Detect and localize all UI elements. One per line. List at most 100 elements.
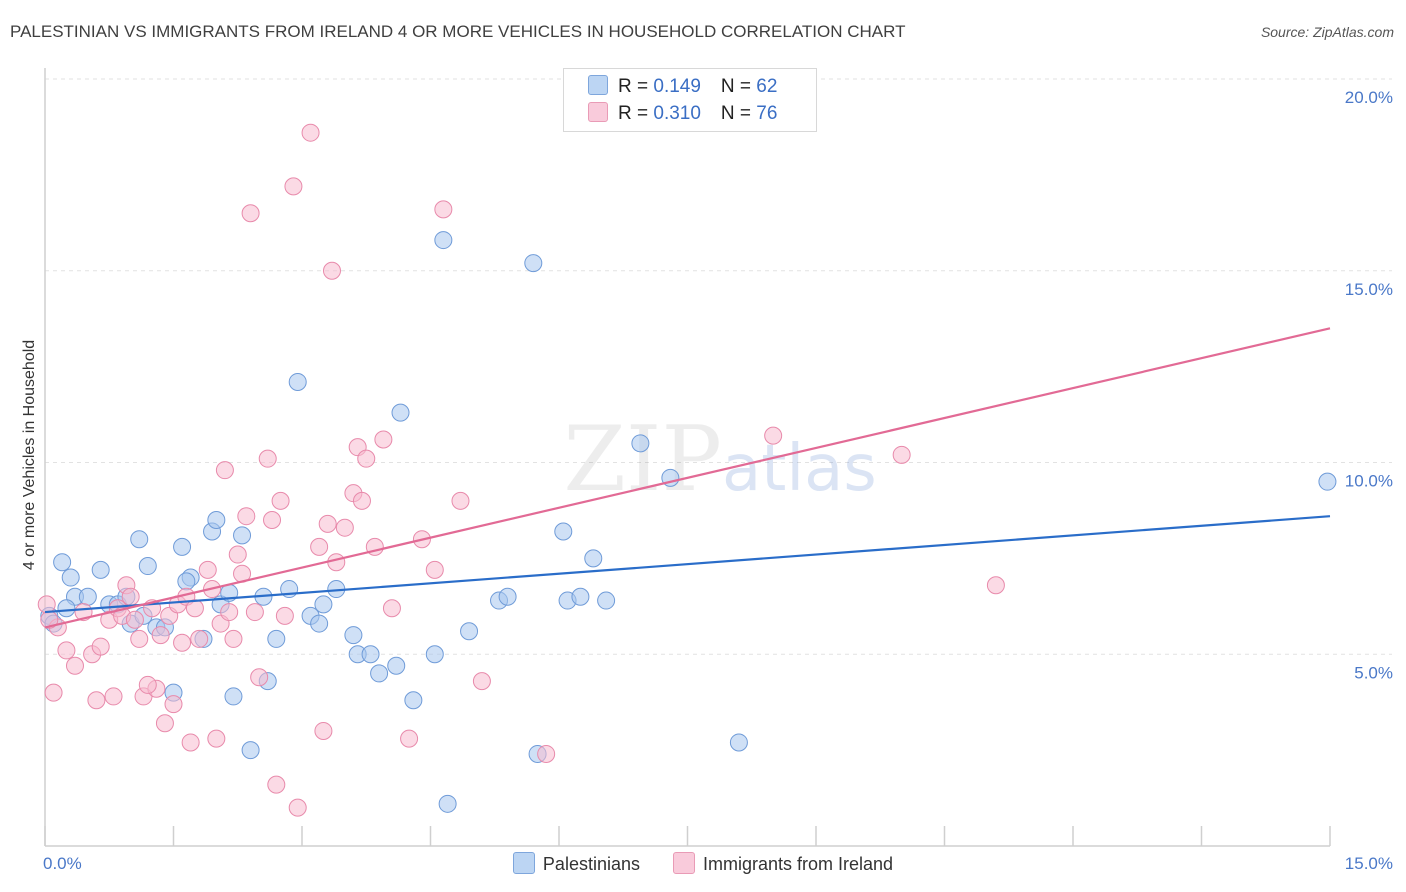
palestinians-point — [241, 741, 260, 760]
n-label: N = — [720, 76, 757, 97]
ireland-point — [288, 798, 307, 817]
ireland-point — [164, 695, 183, 714]
chart-title: PALESTINIAN VS IMMIGRANTS FROM IRELAND 4… — [10, 22, 906, 41]
r-value: 0.149 — [653, 76, 701, 97]
legend-item-palestinians[interactable]: Palestinians — [512, 852, 640, 875]
stats-legend-row-ireland: R = 0.310 N = 76 — [588, 102, 777, 128]
palestinians-point — [314, 595, 333, 614]
ireland-legend-swatch — [673, 852, 695, 874]
points-layer — [37, 123, 1337, 817]
palestinians-point — [404, 691, 423, 710]
ireland-point — [224, 629, 243, 648]
ireland-point — [986, 576, 1005, 595]
ireland-point — [245, 603, 264, 622]
ireland-point — [91, 637, 110, 656]
ireland-point — [237, 507, 256, 526]
ireland-point — [151, 626, 170, 645]
ireland-point — [327, 553, 346, 572]
ireland-point — [173, 633, 192, 652]
ireland-point — [198, 560, 217, 579]
legend-item-ireland[interactable]: Immigrants from Ireland — [673, 852, 893, 875]
y-tick-labels: 5.0% 10.0% 15.0% 20.0% — [1345, 88, 1393, 682]
ireland-point — [267, 775, 286, 794]
palestinians-point — [597, 591, 616, 610]
palestinians-point — [370, 664, 389, 683]
palestinians-point — [391, 403, 410, 422]
r-label: R = — [618, 76, 654, 97]
ireland-point — [451, 491, 470, 510]
ireland-point — [215, 461, 234, 480]
ireland-point — [87, 691, 106, 710]
ireland-point — [220, 603, 239, 622]
palestinians-point — [344, 626, 363, 645]
palestinians-point — [729, 733, 748, 752]
ireland-point — [400, 729, 419, 748]
palestinians-point — [571, 587, 590, 606]
n-label: N = — [720, 103, 757, 124]
ireland-point — [374, 430, 393, 449]
r-value: 0.310 — [653, 103, 701, 124]
palestinians-point — [130, 530, 149, 549]
ireland-trend-line — [44, 327, 1331, 629]
ireland-point — [155, 714, 174, 733]
y-axis-title: 4 or more Vehicles in Household — [21, 340, 38, 570]
ireland-point — [250, 668, 269, 687]
ireland-point — [125, 610, 144, 629]
ireland-point — [434, 200, 453, 219]
palestinians-point — [288, 372, 307, 391]
legend-label: Palestinians — [542, 854, 640, 874]
n-value: 76 — [756, 103, 778, 124]
source-label: Source: ZipAtlas.com — [1260, 24, 1394, 40]
ireland-point — [65, 656, 84, 675]
ireland-point — [472, 672, 491, 691]
ireland-point — [382, 599, 401, 618]
palestinians-point — [1318, 472, 1337, 491]
palestinians-point — [138, 557, 157, 576]
ireland-point — [314, 721, 333, 740]
palestinians-point — [78, 587, 97, 606]
ireland-point — [284, 177, 303, 196]
ireland-point — [241, 204, 260, 223]
stats-legend-row-palestinians: R = 0.149 N = 62 — [588, 75, 777, 101]
r-label: R = — [618, 103, 654, 124]
palestinians-point — [61, 568, 80, 587]
ireland-point — [335, 518, 354, 537]
ireland-point — [322, 261, 341, 280]
palestinians-point — [177, 572, 196, 591]
ireland-point — [425, 560, 444, 579]
x-tick-label-min: 0.0% — [43, 854, 82, 873]
ireland-point — [301, 123, 320, 142]
palestinians-point — [53, 553, 72, 572]
palestinians-swatch — [588, 75, 608, 95]
ireland-swatch — [588, 102, 608, 122]
ireland-point — [892, 445, 911, 464]
palestinians-point — [57, 599, 76, 618]
palestinians-legend-swatch — [512, 852, 535, 874]
palestinians-point — [460, 622, 479, 641]
palestinians-point — [361, 645, 380, 664]
palestinians-point — [267, 629, 286, 648]
palestinians-point — [425, 645, 444, 664]
palestinians-trend-line — [44, 515, 1331, 614]
ireland-point — [318, 514, 337, 533]
ireland-point — [185, 599, 204, 618]
ireland-point — [537, 744, 556, 763]
ireland-point — [258, 449, 277, 468]
palestinians-point — [524, 254, 543, 273]
series-legend: Palestinians Immigrants from Ireland — [0, 852, 1406, 875]
ireland-point — [44, 683, 63, 702]
stats-legend: R = 0.149 N = 62 R = 0.310 N = 76 — [563, 68, 817, 132]
ireland-point — [130, 629, 149, 648]
ireland-point — [207, 729, 226, 748]
palestinians-point — [91, 560, 110, 579]
palestinians-point — [207, 511, 226, 530]
legend-label: Immigrants from Ireland — [703, 854, 894, 874]
palestinians-point — [387, 656, 406, 675]
ireland-point — [310, 537, 329, 556]
ireland-point — [121, 587, 140, 606]
ireland-point — [104, 687, 123, 706]
ireland-point — [352, 491, 371, 510]
palestinians-point — [233, 526, 252, 545]
x-tick-label-max: 15.0% — [1345, 854, 1393, 873]
